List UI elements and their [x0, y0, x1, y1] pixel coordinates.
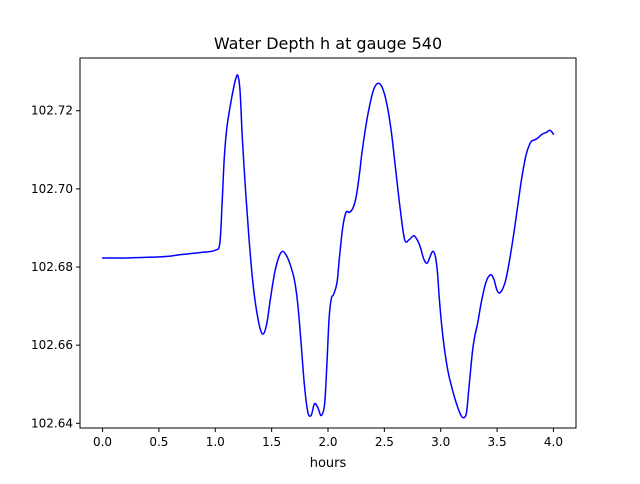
series-line: [101, 74, 555, 419]
x-tick-label: 2.0: [318, 435, 337, 449]
axes-frame: [79, 57, 577, 429]
series-layer: [101, 74, 555, 419]
y-axis-ticks: 102.64 102.66 102.68 102.70 102.72: [31, 104, 80, 430]
x-tick-label: 0.0: [93, 435, 112, 449]
x-tick-label: 0.5: [149, 435, 168, 449]
x-tick-label: 3.0: [431, 435, 450, 449]
x-axis-ticks: 0.0 0.5 1.0 1.5 2.0 2.5 3.0 3.5 4.0: [93, 428, 563, 449]
x-axis-label: hours: [310, 456, 347, 471]
y-tick-label: 102.64: [31, 416, 73, 430]
y-tick-label: 102.66: [31, 338, 73, 352]
y-tick-label: 102.70: [31, 182, 73, 196]
x-tick-label: 1.0: [206, 435, 225, 449]
chart-title: Water Depth h at gauge 540: [214, 34, 442, 53]
x-tick-label: 4.0: [544, 435, 563, 449]
x-tick-label: 2.5: [375, 435, 394, 449]
x-tick-label: 1.5: [262, 435, 281, 449]
axes-background: [80, 58, 576, 428]
y-tick-label: 102.68: [31, 260, 73, 274]
x-tick-label: 3.5: [488, 435, 507, 449]
y-tick-label: 102.72: [31, 104, 73, 118]
